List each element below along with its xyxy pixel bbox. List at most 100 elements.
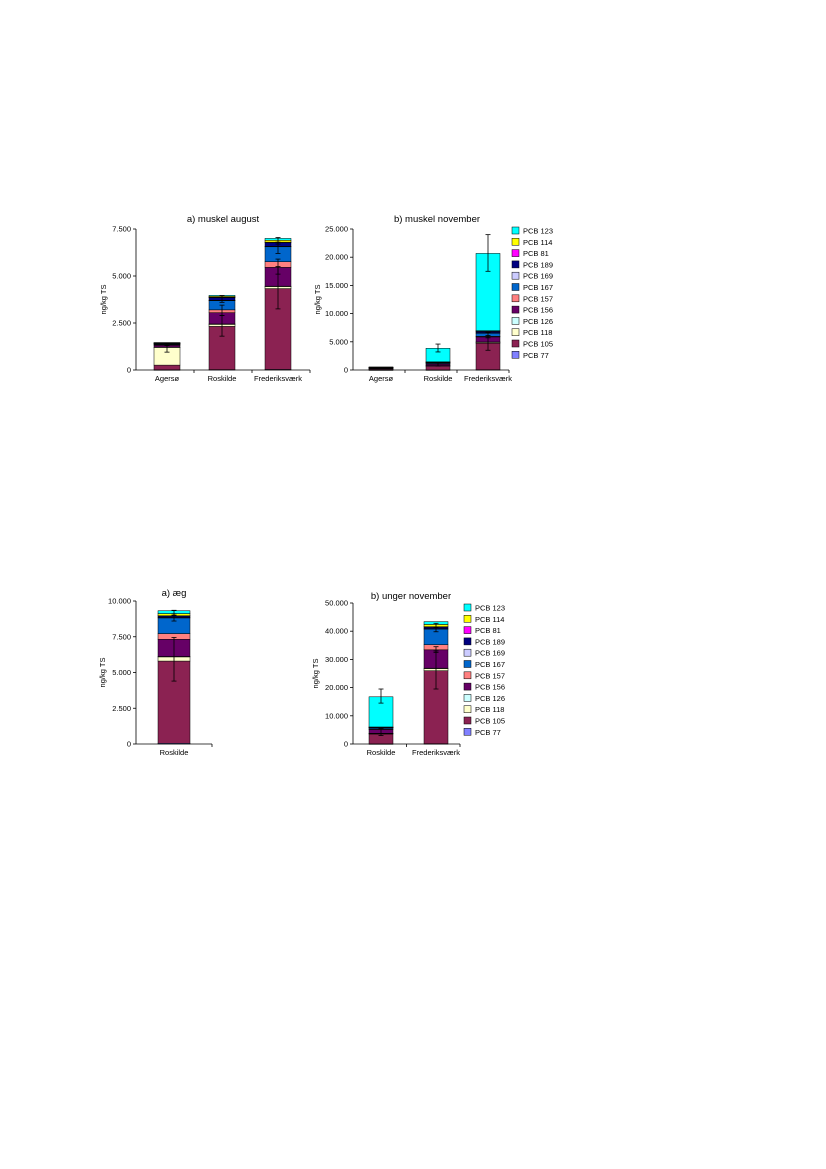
y-axis-label: ng/kg TS xyxy=(99,285,108,315)
y-tick-label: 2.500 xyxy=(112,319,131,328)
y-tick-label: 5.000 xyxy=(329,337,348,346)
chart-4: b) unger november ng/kg TS 0 10.000 20.000 30… xyxy=(311,591,461,757)
legend-swatch xyxy=(511,283,520,291)
legend-swatch xyxy=(511,249,520,257)
bar-segment xyxy=(425,365,451,371)
error-bar xyxy=(171,609,177,616)
y-tick-label: 50.000 xyxy=(325,599,348,608)
chart-3: a) æg ng/kg TS 0 2.500 5.000 7.500 10.000 Roski… xyxy=(98,588,213,757)
legend-entry: PCB 189 xyxy=(475,637,505,646)
legend-swatch xyxy=(463,626,472,634)
error-bar xyxy=(219,295,225,303)
y-tick-label: 30.000 xyxy=(325,655,348,664)
y-tick-label: 10.000 xyxy=(108,597,131,606)
y-tick-label: 25.000 xyxy=(325,225,348,234)
error-bar xyxy=(485,234,491,272)
legend-entry: PCB 118 xyxy=(523,328,552,337)
legend-swatch xyxy=(511,271,520,280)
legend-swatch xyxy=(511,328,520,336)
x-tick-label: Roskilde xyxy=(367,748,396,757)
legend-entry: PCB 81 xyxy=(523,249,549,258)
error-bar xyxy=(433,622,439,628)
legend-entry: PCB 156 xyxy=(523,306,553,315)
error-bar xyxy=(433,627,439,633)
y-tick-label: 0 xyxy=(344,740,348,749)
y-tick-label: 40.000 xyxy=(325,627,348,636)
legend-entry: PCB 169 xyxy=(523,272,553,281)
error-bar xyxy=(378,688,384,704)
x-tick-label: Frederiksværk xyxy=(464,374,512,383)
x-tick-label: Roskilde xyxy=(208,374,237,383)
y-tick-label: 10.000 xyxy=(325,711,348,720)
legend-swatch xyxy=(463,671,472,680)
y-axis-label: ng/kg TS xyxy=(311,659,320,689)
legend-entry: PCB 126 xyxy=(523,317,553,326)
legend-entry: PCB 81 xyxy=(475,626,501,635)
legend-entry: PCB 169 xyxy=(475,649,505,658)
legend-swatch xyxy=(511,351,520,359)
y-tick-label: 2.500 xyxy=(112,704,131,713)
x-tick-label: Frederiksværk xyxy=(254,374,302,383)
legend-entry: PCB 118 xyxy=(475,705,504,714)
error-bar xyxy=(275,258,281,275)
legend-entry: PCB 77 xyxy=(523,351,549,360)
chart-1: a) muskel august ng/kg TS 0 2.500 5.000 7.500… xyxy=(99,214,311,383)
error-bar xyxy=(435,343,441,353)
legend-entry: PCB 114 xyxy=(475,615,504,624)
error-bar xyxy=(275,237,281,245)
legend-entry: PCB 114 xyxy=(523,238,552,247)
y-tick-label: 15.000 xyxy=(325,281,348,290)
bar-segment xyxy=(368,366,394,368)
legend-swatch xyxy=(463,637,472,646)
legend-swatch xyxy=(463,682,472,691)
chart-title: a) muskel august xyxy=(187,214,260,225)
legend-2: PCB 123 PCB 114 PCB 81 PCB 189 PCB 169 PCB 16… xyxy=(463,603,505,737)
legend-swatch xyxy=(511,305,520,314)
error-bar xyxy=(378,728,384,736)
error-bar xyxy=(219,304,225,316)
legend-entry: PCB 157 xyxy=(475,671,505,680)
y-tick-label: 5.000 xyxy=(112,668,131,677)
error-bar xyxy=(164,342,170,346)
legend-entry: PCB 126 xyxy=(475,694,505,703)
legend-1: PCB 123 PCB 114 PCB 81 PCB 189 PCB 169 PCB 16… xyxy=(511,226,553,360)
legend-swatch xyxy=(463,716,472,725)
y-tick-label: 0 xyxy=(344,366,348,375)
legend-swatch xyxy=(463,603,472,612)
x-tick-label: Roskilde xyxy=(424,374,453,383)
y-axis-label: ng/kg TS xyxy=(313,285,322,315)
legend-swatch xyxy=(511,238,520,246)
chart-title: b) muskel november xyxy=(394,214,480,225)
y-tick-label: 0 xyxy=(127,366,131,375)
x-tick-label: Agersø xyxy=(369,374,394,383)
legend-entry: PCB 189 xyxy=(523,260,553,269)
error-bar xyxy=(433,646,439,653)
chart-title: a) æg xyxy=(162,588,187,599)
y-tick-label: 0 xyxy=(127,740,131,749)
y-tick-label: 20.000 xyxy=(325,683,348,692)
legend-swatch xyxy=(463,615,472,623)
y-tick-label: 7.500 xyxy=(112,225,131,234)
bar-segment xyxy=(153,364,181,371)
legend-entry: PCB 105 xyxy=(475,717,505,726)
error-bar xyxy=(485,331,491,339)
x-tick-label: Frederiksværk xyxy=(412,748,460,757)
legend-entry: PCB 167 xyxy=(475,660,505,669)
legend-swatch xyxy=(463,660,472,668)
legend-swatch xyxy=(463,694,472,702)
error-bar xyxy=(435,362,441,367)
y-axis-label: ng/kg TS xyxy=(98,658,107,688)
chart-title: b) unger november xyxy=(371,591,451,602)
legend-entry: PCB 157 xyxy=(523,294,553,303)
legend-swatch xyxy=(511,317,520,325)
legend-entry: PCB 77 xyxy=(475,728,501,737)
legend-swatch xyxy=(463,705,472,713)
legend-swatch xyxy=(511,339,520,348)
error-bar xyxy=(171,637,177,682)
legend-swatch xyxy=(511,226,520,235)
chart-2: b) muskel november ng/kg TS 0 5.000 10.000 15… xyxy=(313,214,512,383)
legend-swatch xyxy=(463,728,472,736)
legend-entry: PCB 105 xyxy=(523,340,553,349)
legend-entry: PCB 123 xyxy=(523,227,553,236)
